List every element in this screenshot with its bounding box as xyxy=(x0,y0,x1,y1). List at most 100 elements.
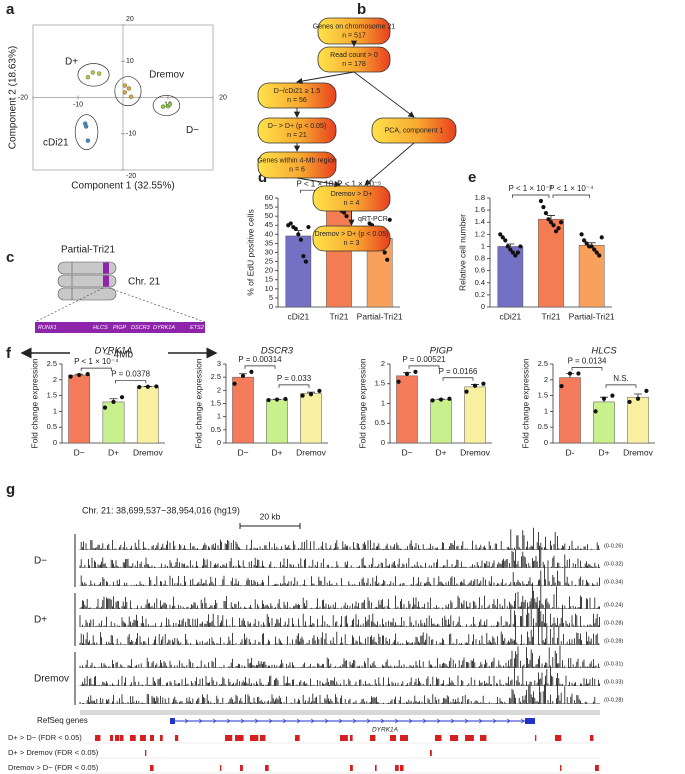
x-tick-label: cDi21 xyxy=(499,311,521,321)
y-axis-title: Relative cell number xyxy=(457,214,467,291)
x-tick-label: D− xyxy=(237,447,248,457)
data-point xyxy=(481,381,486,386)
y-tick-label: 10 xyxy=(265,284,273,293)
flow-node xyxy=(312,185,391,212)
region-bar xyxy=(35,322,205,333)
data-point xyxy=(635,396,641,401)
bar xyxy=(497,246,524,308)
y-tick-label: 25 xyxy=(265,257,273,266)
data-point xyxy=(543,211,549,216)
bar xyxy=(68,374,91,444)
data-point xyxy=(301,254,306,259)
data-point xyxy=(382,250,387,255)
partial-region xyxy=(103,275,109,287)
y-tick-label: 1.5 xyxy=(538,391,548,400)
track-range: (0-0.34) xyxy=(604,579,623,585)
flow-arrow xyxy=(296,177,341,188)
gene-direction xyxy=(268,718,273,724)
data-point xyxy=(102,405,108,410)
x-tick-label: D− xyxy=(401,447,412,457)
bar xyxy=(627,396,649,444)
significant-region xyxy=(430,750,432,756)
y-axis-title: Component 2 (18.63%) xyxy=(8,46,19,149)
significant-region xyxy=(130,735,136,741)
gene-direction xyxy=(366,718,371,724)
bar xyxy=(232,376,254,444)
group-label: D+ xyxy=(65,57,78,68)
significant-region xyxy=(240,765,243,771)
significant-region xyxy=(370,735,376,741)
data-point xyxy=(594,250,599,255)
significant-region xyxy=(435,735,442,741)
y-tick-label: 0 xyxy=(217,438,221,447)
x-tick-label: D+ xyxy=(435,447,446,457)
group-label: Dremov xyxy=(149,70,184,81)
y-tick-label: 2 xyxy=(53,375,57,384)
track-range: (0-0.28) xyxy=(604,697,623,703)
significant-region xyxy=(400,735,408,741)
point xyxy=(90,70,96,75)
data-point xyxy=(513,253,518,258)
group-ellipse xyxy=(74,114,99,150)
significant-region xyxy=(465,735,474,741)
point xyxy=(126,86,132,91)
signal-track xyxy=(79,564,600,586)
data-point xyxy=(601,396,607,401)
y-tick-label: 2 xyxy=(381,359,385,368)
significant-region xyxy=(395,765,399,771)
data-point xyxy=(510,250,515,255)
significant-region xyxy=(555,735,562,741)
data-point xyxy=(541,204,546,210)
group-label: D− xyxy=(34,556,47,567)
data-point xyxy=(119,395,125,400)
diagram-title: Partial-Tri21 xyxy=(61,245,116,256)
point xyxy=(160,104,166,109)
significance-label: P < 1 × 10⁻⁴ xyxy=(549,184,594,193)
point xyxy=(128,94,134,99)
bar xyxy=(396,375,418,444)
data-point xyxy=(344,214,349,219)
data-point xyxy=(508,247,513,252)
y-axis-title: % of EdU positive cells xyxy=(245,209,255,295)
x-tick-label: -10 xyxy=(73,101,83,108)
y-tick-label: 1.5 xyxy=(47,391,57,400)
y-tick-label: 2.5 xyxy=(211,372,221,381)
data-point xyxy=(298,237,303,242)
gene-direction xyxy=(380,718,385,724)
data-point xyxy=(341,210,347,215)
data-point xyxy=(503,238,508,243)
data-point xyxy=(472,383,478,388)
y-tick-label: 1 xyxy=(53,406,57,415)
gene-direction xyxy=(394,718,399,724)
y-tick-label: 0 xyxy=(481,302,485,311)
significant-region xyxy=(295,735,300,741)
data-point xyxy=(68,374,73,379)
bar xyxy=(326,205,352,308)
flow-node xyxy=(317,46,391,73)
x-tick-label: Partial-Tri21 xyxy=(569,311,615,321)
data-point xyxy=(303,259,308,264)
significant-region xyxy=(160,735,163,741)
y-tick-label: 45 xyxy=(265,220,273,229)
gene-direction xyxy=(422,718,427,724)
data-point xyxy=(413,369,418,374)
signal-track xyxy=(79,527,600,550)
track-range: (0-0.28) xyxy=(604,620,623,626)
flow-arrow xyxy=(296,71,355,85)
data-point xyxy=(610,393,615,398)
y-tick-label: 30 xyxy=(265,247,273,256)
significance-bracket xyxy=(511,194,550,199)
panel-label: g xyxy=(6,481,15,498)
significance-label: P < 1 × 10⁻⁴ xyxy=(74,357,119,366)
y-tick-label: 20 xyxy=(126,16,134,23)
data-point xyxy=(551,223,556,228)
track-range: (0-0.32) xyxy=(604,561,623,567)
group-ellipse xyxy=(77,63,110,87)
chart-title: PIGP xyxy=(430,346,453,357)
data-point xyxy=(548,220,554,225)
x-tick-label: D+ xyxy=(108,447,119,457)
flow-node-text: n = 517 xyxy=(342,32,366,39)
group-label: D− xyxy=(186,125,199,136)
data-point xyxy=(559,384,564,389)
data-point xyxy=(293,226,298,231)
